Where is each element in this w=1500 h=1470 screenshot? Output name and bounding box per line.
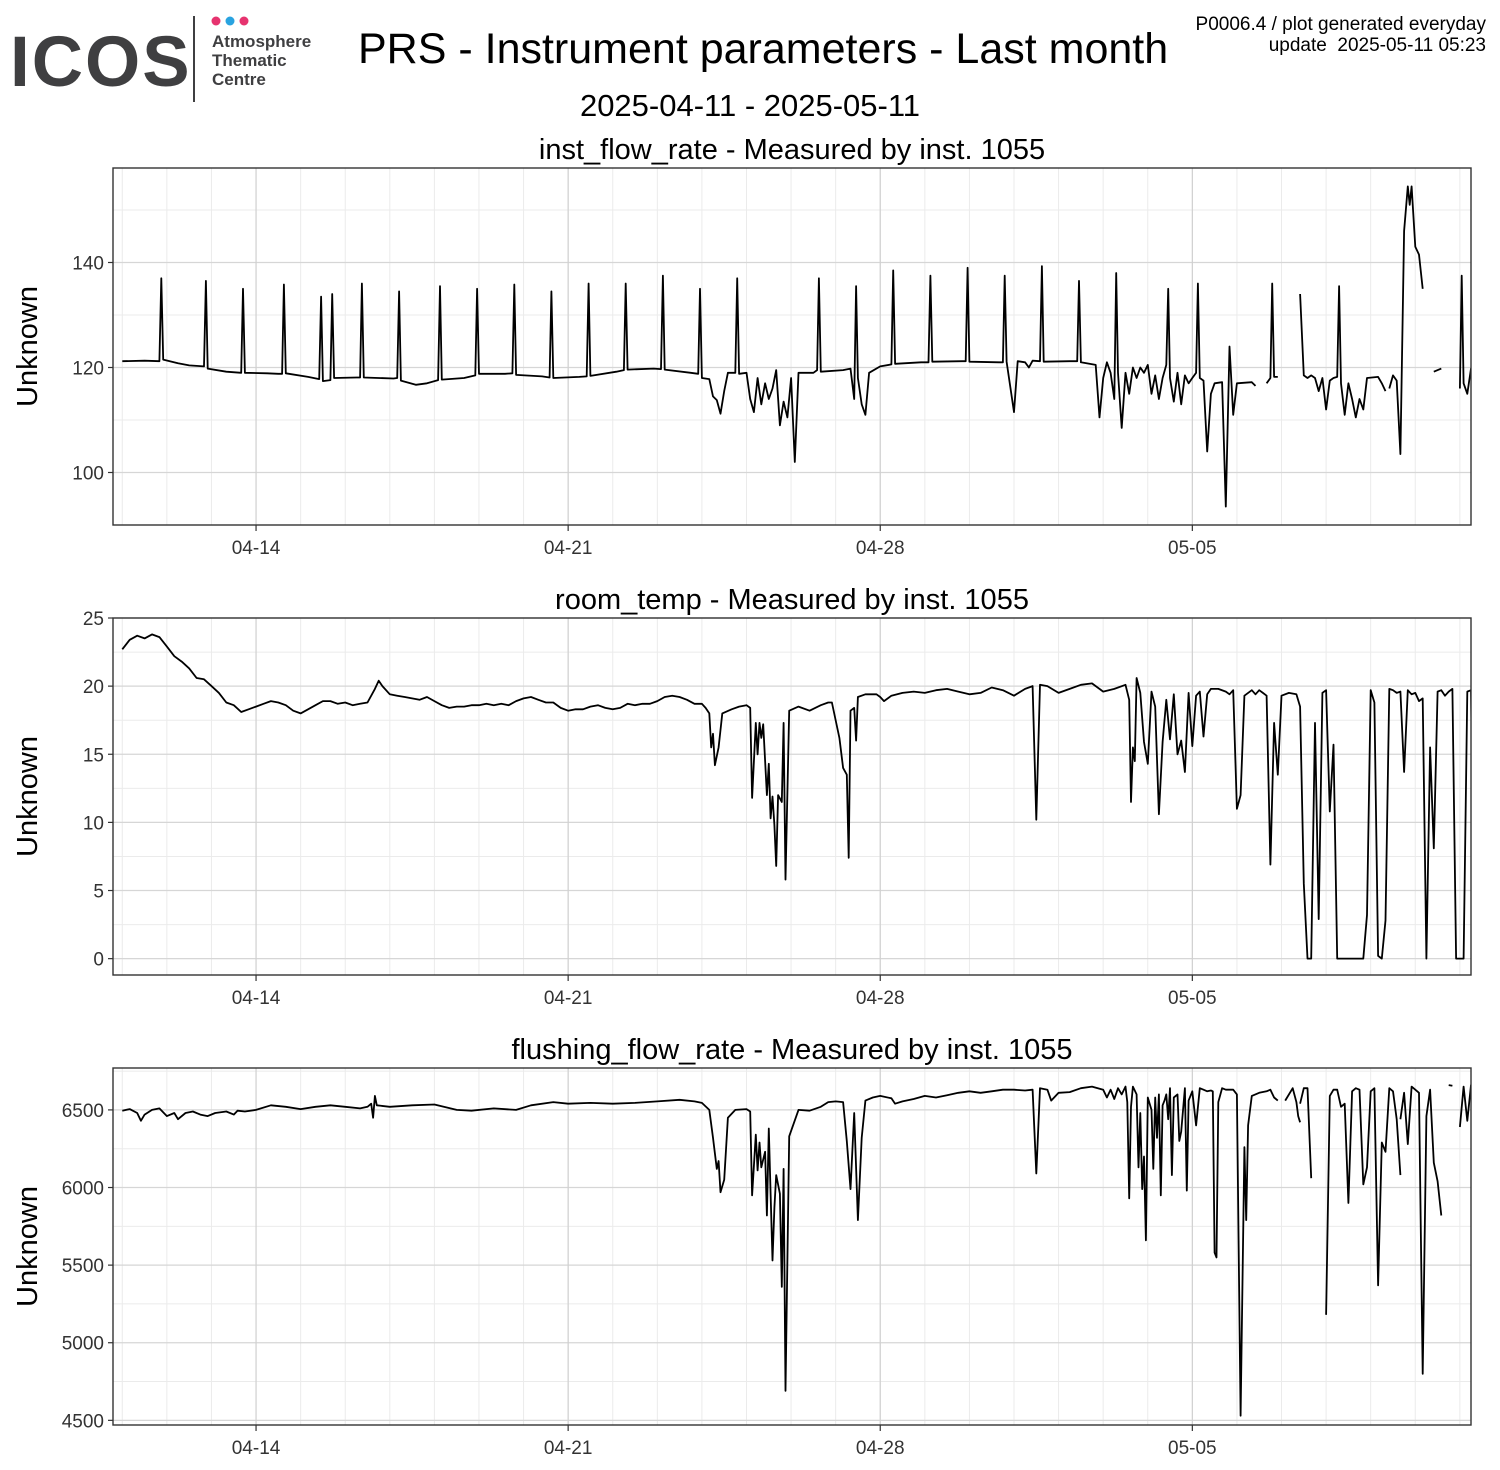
date-range-subtitle: 2025-04-11 - 2025-05-11 <box>579 88 921 123</box>
y-tick-label: 15 <box>83 745 104 766</box>
series-line-segment <box>122 1085 1279 1417</box>
y-axis-label: Unknown <box>12 736 44 857</box>
chart-panel-3: 4500 5000 5500 6000 6500 04-14 04-21 04-28 05-05… <box>12 1034 1472 1459</box>
y-tick-label: 120 <box>72 359 104 380</box>
chart-panel-1: 100 120 140 04-14 04-21 04-28 05-05 inst_flow_r… <box>12 134 1472 559</box>
series-line-segment <box>1299 285 1387 419</box>
x-tick-label: 04-14 <box>232 538 281 559</box>
x-tick-label: 05-05 <box>1168 538 1217 559</box>
plot-border <box>112 617 1472 976</box>
page-title: PRS - Instrument parameters - Last month <box>358 25 1169 73</box>
icos-logo: ICOS Atmosphere Thematic Centre <box>10 16 311 102</box>
series-line-segment <box>1265 282 1278 384</box>
plot-border <box>112 167 1472 526</box>
update-line: update 2025-05-11 05:23 <box>1268 35 1486 56</box>
x-tick-label: 04-21 <box>544 538 593 559</box>
series-line-segment <box>1459 1084 1471 1128</box>
chart-panel-2: 0 5 10 15 20 25 04-14 04-21 04-28 05-05 room_temp … <box>12 584 1472 1009</box>
plot-id-line: P0006.4 / plot generated everyday <box>1195 14 1486 35</box>
logo-line-centre: Centre <box>212 70 266 89</box>
logo-dot-1 <box>211 16 221 26</box>
series-line-segment <box>1299 1087 1313 1179</box>
y-tick-label: 25 <box>83 609 104 630</box>
logo-line-thematic: Thematic <box>212 51 287 70</box>
y-axis-label: Unknown <box>12 286 44 407</box>
logo-wordmark: ICOS <box>10 23 192 102</box>
x-tick-label: 05-05 <box>1168 988 1217 1009</box>
x-tick-label: 04-14 <box>232 988 281 1009</box>
x-tick-label: 04-21 <box>544 988 593 1009</box>
series-line-segment <box>1448 1084 1453 1087</box>
series-line-segment <box>1399 1085 1443 1375</box>
y-tick-label: 100 <box>72 464 104 485</box>
chart-title: inst_flow_rate - Measured by inst. 1055 <box>539 134 1045 166</box>
series-line-segment <box>1284 1087 1301 1123</box>
x-tick-label: 04-14 <box>232 1438 281 1459</box>
logo-dot-2 <box>225 16 235 26</box>
plot-meta: P0006.4 / plot generated everyday update… <box>1196 14 1486 56</box>
plot-border <box>112 1067 1472 1426</box>
series-line-segment <box>121 633 1471 960</box>
y-tick-label: 4500 <box>62 1411 104 1432</box>
y-tick-label: 20 <box>83 677 104 698</box>
y-tick-label: 5000 <box>62 1334 104 1355</box>
logo-dot-3 <box>239 16 249 26</box>
y-tick-label: 0 <box>93 950 104 971</box>
y-tick-label: 6500 <box>62 1101 104 1122</box>
series-line-segment <box>1325 1087 1402 1315</box>
series-line-segment <box>1433 367 1442 373</box>
x-tick-label: 04-28 <box>856 1438 905 1459</box>
y-tick-label: 5 <box>93 882 104 903</box>
y-tick-label: 10 <box>83 813 104 834</box>
y-tick-label: 5500 <box>62 1256 104 1277</box>
x-tick-label: 04-28 <box>856 538 905 559</box>
chart-title: flushing_flow_rate - Measured by inst. 1… <box>512 1034 1073 1066</box>
series-line-segment <box>122 265 1257 508</box>
x-tick-label: 04-28 <box>856 988 905 1009</box>
chart-title: room_temp - Measured by inst. 1055 <box>555 584 1029 616</box>
y-axis-label: Unknown <box>12 1186 44 1307</box>
x-tick-label: 05-05 <box>1168 1438 1217 1459</box>
x-tick-label: 04-21 <box>544 1438 593 1459</box>
series-line-segment <box>1459 274 1471 395</box>
y-tick-label: 140 <box>72 254 104 275</box>
series-line-segment <box>1388 185 1424 456</box>
y-tick-label: 6000 <box>62 1179 104 1200</box>
logo-line-atmosphere: Atmosphere <box>212 32 311 51</box>
